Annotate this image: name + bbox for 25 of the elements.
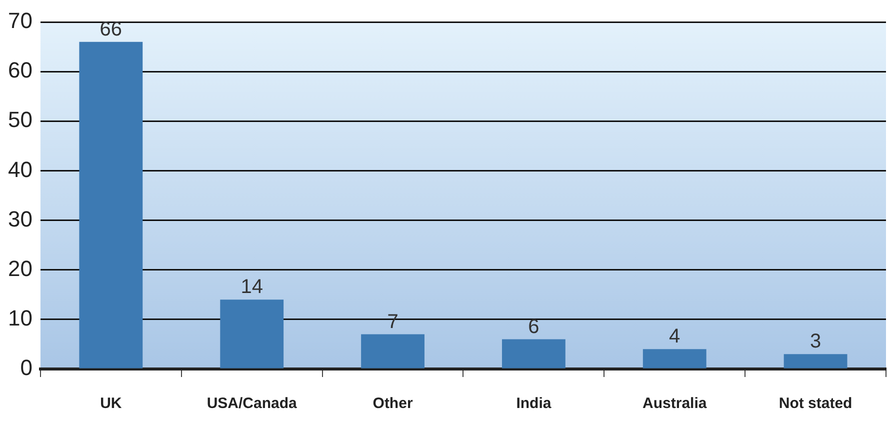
data-label: 66	[100, 18, 122, 40]
data-label: 4	[669, 326, 680, 348]
data-label: 14	[240, 276, 263, 298]
data-label: 6	[528, 316, 540, 338]
y-tick-label: 20	[8, 256, 32, 281]
bar	[361, 334, 424, 368]
y-tick-label: 60	[8, 58, 32, 83]
x-tick-label: Not stated	[778, 395, 852, 412]
x-tick-label: Australia	[642, 395, 708, 412]
y-tick-label: 10	[8, 305, 32, 330]
x-tick-label: Other	[372, 395, 413, 412]
x-tick-label: UK	[100, 395, 122, 412]
y-tick-label: 30	[8, 206, 32, 232]
y-tick-label: 40	[8, 156, 32, 182]
x-tick-label: India	[516, 395, 552, 412]
y-tick-label: 0	[20, 355, 32, 380]
x-tick-label: USA/Canada	[206, 395, 298, 412]
bar	[79, 42, 143, 368]
bar	[784, 354, 848, 368]
bar	[502, 339, 566, 368]
y-tick-label: 70	[8, 8, 32, 34]
bar	[220, 300, 284, 368]
y-tick-label: 50	[8, 107, 32, 132]
bar	[642, 349, 706, 368]
data-label: 3	[810, 330, 822, 353]
